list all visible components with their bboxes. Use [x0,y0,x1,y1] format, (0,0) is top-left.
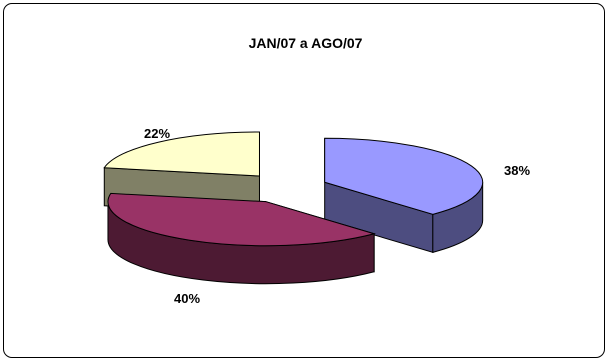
slice-38 [324,137,484,215]
data-label-38: 38% [504,163,530,178]
slice-40 [107,192,376,247]
chart-title: JAN/07 a AGO/07 [248,35,363,51]
data-label-22: 22% [144,126,170,141]
chart-area [3,3,605,358]
data-label-40: 40% [174,291,200,306]
slice-22 [103,131,260,177]
